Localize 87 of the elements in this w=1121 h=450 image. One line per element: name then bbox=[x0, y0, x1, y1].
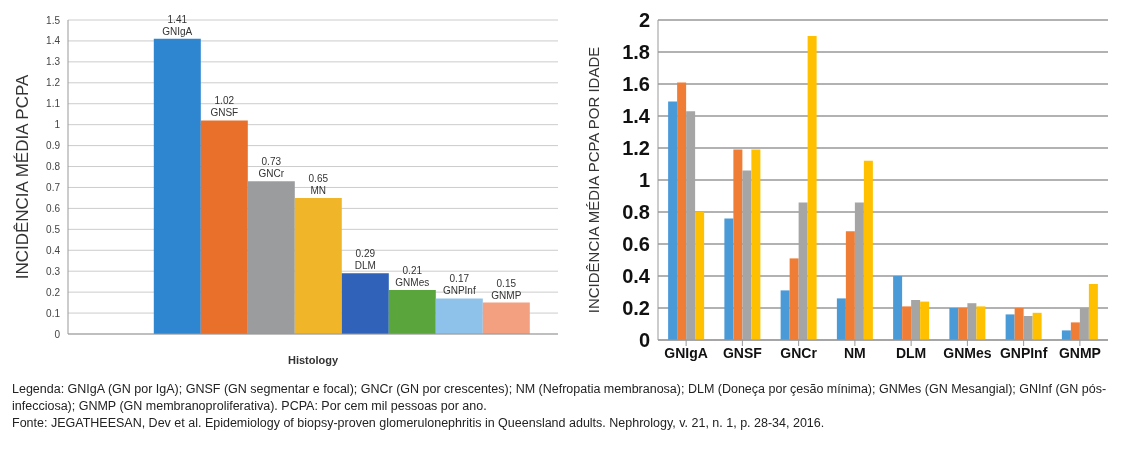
bar bbox=[863, 160, 873, 340]
x-tick-label: GNMP bbox=[1058, 344, 1101, 361]
series-label: GNIgA bbox=[162, 25, 193, 37]
y-tick-label: 1 bbox=[638, 169, 650, 192]
y-axis-title: INCIDÊNCIA MÉDIA PCPA POR IDADE bbox=[585, 46, 603, 314]
bar bbox=[893, 276, 903, 340]
x-tick-label: GNSF bbox=[722, 344, 763, 361]
y-tick-label: 0.1 bbox=[46, 307, 61, 319]
x-axis-title: Histology bbox=[287, 354, 339, 366]
bar bbox=[958, 308, 968, 340]
bar bbox=[482, 302, 530, 334]
y-tick-label: 1.6 bbox=[622, 73, 650, 96]
bar bbox=[1070, 322, 1080, 340]
x-tick-label: GNPInf bbox=[999, 344, 1048, 361]
y-tick-label: 0.8 bbox=[46, 161, 61, 173]
bar bbox=[1088, 284, 1098, 340]
y-tick-label: 1 bbox=[54, 119, 61, 131]
bar bbox=[902, 306, 912, 340]
y-tick-label: 0.2 bbox=[622, 297, 650, 320]
y-tick-label: 1.2 bbox=[46, 77, 61, 89]
bar bbox=[976, 306, 986, 340]
bar bbox=[1032, 312, 1042, 340]
bar bbox=[1005, 314, 1015, 340]
bar bbox=[949, 308, 959, 340]
bar bbox=[845, 231, 855, 340]
y-tick-label: 0.6 bbox=[46, 202, 61, 214]
y-tick-label: 1.8 bbox=[622, 41, 650, 64]
bar bbox=[751, 149, 761, 340]
bar bbox=[695, 212, 705, 340]
y-tick-label: 0 bbox=[54, 328, 61, 340]
series-label: GNMP bbox=[491, 289, 522, 301]
y-axis-title: INCIDÊNCIA MÉDIA PCPA bbox=[13, 74, 33, 280]
series-label: GNCr bbox=[258, 168, 285, 180]
bar bbox=[920, 301, 930, 340]
data-label: 0.15 bbox=[496, 277, 517, 289]
bar bbox=[807, 36, 817, 340]
bar bbox=[677, 82, 687, 340]
y-tick-label: 2 bbox=[638, 9, 650, 32]
bar bbox=[153, 38, 201, 334]
bar bbox=[341, 273, 389, 334]
bar bbox=[733, 149, 743, 340]
x-tick-label: NM bbox=[843, 344, 866, 361]
bar bbox=[200, 120, 248, 334]
data-label: 0.21 bbox=[402, 265, 423, 277]
y-tick-label: 0.3 bbox=[46, 265, 61, 277]
source-note: Fonte: JEGATHEESAN, Dev et al. Epidemiology of biopsy-proven glomerulonephritis in Queensland adults. Nephrology, v. 21, n. 1, p. 28-34, 2016. bbox=[12, 415, 826, 432]
data-label: 0.17 bbox=[449, 273, 470, 285]
bar bbox=[724, 218, 734, 340]
x-tick-label: GNMes bbox=[943, 344, 992, 361]
y-tick-label: 0 bbox=[638, 329, 650, 352]
y-tick-label: 0.6 bbox=[622, 233, 650, 256]
bar bbox=[668, 101, 678, 340]
x-tick-label: GNIgA bbox=[664, 344, 708, 361]
text: Legenda: GNIgA (GN por IgA); GNSF (GN segmentar e focal); GNCr (GN por crescentes); NM (Nefropatia membranosa); DLM (Doneça por çesão mínima); GNMes (GN Mesangial); GNInf (GN pós-infecciosa); GNMP (GN membranoproliferativa). PCPA: Por cem mil pessoas por ano. bbox=[12, 381, 1108, 415]
y-tick-label: 0.5 bbox=[46, 223, 61, 235]
y-tick-label: 0.9 bbox=[46, 140, 61, 152]
data-label: 0.29 bbox=[355, 248, 376, 260]
y-tick-label: 1.2 bbox=[622, 137, 650, 160]
x-tick-label: DLM bbox=[895, 344, 927, 361]
series-label: GNSF bbox=[210, 107, 239, 119]
data-label: 1.41 bbox=[167, 13, 188, 25]
data-label: 0.73 bbox=[261, 156, 282, 168]
bar bbox=[836, 298, 846, 340]
y-tick-label: 0.7 bbox=[46, 182, 61, 194]
bar bbox=[780, 290, 790, 340]
bar bbox=[1014, 308, 1024, 340]
y-tick-label: 0.4 bbox=[46, 244, 61, 256]
y-tick-label: 1.5 bbox=[46, 14, 61, 26]
bar bbox=[789, 258, 799, 340]
y-tick-label: 1.4 bbox=[622, 105, 651, 128]
series-label: GNMes bbox=[395, 277, 430, 289]
data-label: 1.02 bbox=[214, 95, 235, 107]
y-tick-label: 1.4 bbox=[46, 35, 61, 47]
bar bbox=[1061, 330, 1071, 340]
y-tick-label: 1.1 bbox=[46, 98, 61, 110]
bar bbox=[435, 298, 483, 334]
data-label: 0.65 bbox=[308, 172, 329, 184]
y-tick-label: 0.4 bbox=[622, 265, 651, 288]
series-label: MN bbox=[310, 184, 327, 196]
y-tick-label: 0.2 bbox=[46, 286, 61, 298]
y-tick-label: 0.8 bbox=[622, 201, 650, 224]
y-tick-label: 1.3 bbox=[46, 56, 61, 68]
series-label: DLM bbox=[354, 260, 376, 272]
bar bbox=[294, 197, 342, 334]
bar bbox=[388, 290, 436, 334]
x-tick-label: GNCr bbox=[780, 344, 818, 361]
series-label: GNPInf bbox=[442, 285, 476, 297]
